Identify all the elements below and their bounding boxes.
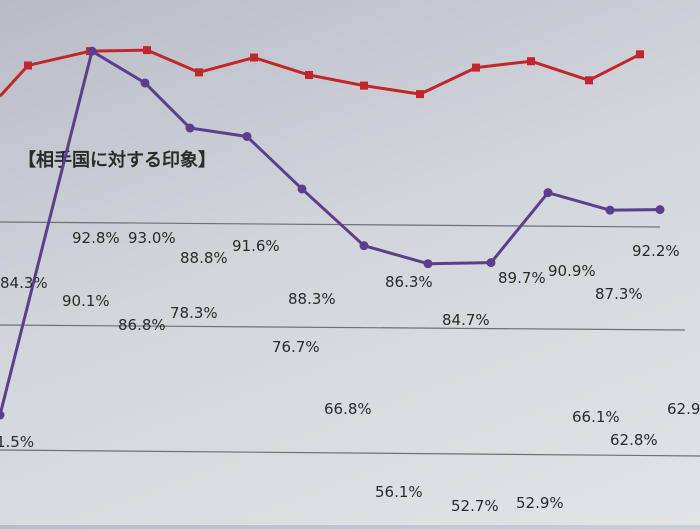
red-data-label-5: 91.6% [232,237,280,255]
red-marker-7 [360,81,368,90]
red-data-label-2: 92.8% [72,229,120,247]
red-data-label-7: 86.3% [385,273,433,291]
red-marker-12 [636,50,644,59]
purple-marker-0 [0,410,5,420]
red-data-label-11: 87.3% [595,285,643,303]
red-marker-6 [305,71,313,80]
purple-data-label-6: 56.1% [375,483,423,501]
gridline-bottom [0,449,700,457]
chart-title: 【相手国に対する印象】 [18,149,216,171]
purple-marker-10 [605,205,615,215]
purple-marker-9 [543,188,553,198]
purple-marker-8 [486,258,496,268]
purple-marker-1 [87,46,97,56]
purple-marker-2 [140,78,150,88]
purple-data-label-4: 76.7% [272,338,320,356]
purple-marker-11 [655,205,665,215]
purple-data-label-0: 1.5% [0,433,34,451]
red-data-label-0: 84.3% [0,274,48,292]
series-line-red [0,48,641,98]
purple-data-label-3: 78.3% [170,304,218,322]
red-marker-1 [24,61,32,70]
red-data-label-10: 90.9% [548,262,596,280]
red-data-label-9: 89.7% [498,269,546,287]
purple-data-label-9: 66.1% [572,408,620,426]
label-layer: 84.3% 90.1% 92.8% 93.0%88.8%91.6% 88.3% 86.3%… [0,229,700,515]
red-data-label-3: 93.0% [128,229,176,247]
series-line-purple [0,49,661,416]
purple-marker-3 [185,123,195,133]
purple-data-label-10: 62.8% [610,431,658,449]
red-marker-5 [250,53,258,62]
purple-data-label-8: 52.9% [516,494,564,512]
purple-marker-4 [242,131,252,141]
series-layer [0,46,665,420]
red-marker-11 [585,76,593,85]
gridline-middle [0,324,686,331]
red-marker-10 [527,57,535,66]
purple-data-label-2: 86.8% [118,316,166,334]
purple-data-label-11: 62.9 [667,400,700,418]
red-data-label-6: 88.3% [288,290,336,308]
purple-marker-7 [423,259,433,269]
gridline-top [0,221,661,228]
red-marker-9 [472,63,480,72]
red-marker-4 [195,68,203,77]
red-data-label-8: 84.7% [442,311,490,329]
red-data-label-1: 90.1% [62,292,110,310]
purple-marker-6 [359,241,369,251]
red-marker-8 [416,90,424,99]
purple-data-label-7: 52.7% [451,497,499,515]
red-marker-3 [143,46,151,55]
purple-marker-5 [297,184,307,194]
purple-data-label-5: 66.8% [324,400,372,418]
red-data-label-4: 88.8% [180,249,228,267]
red-data-label-12: 92.2% [632,242,680,260]
